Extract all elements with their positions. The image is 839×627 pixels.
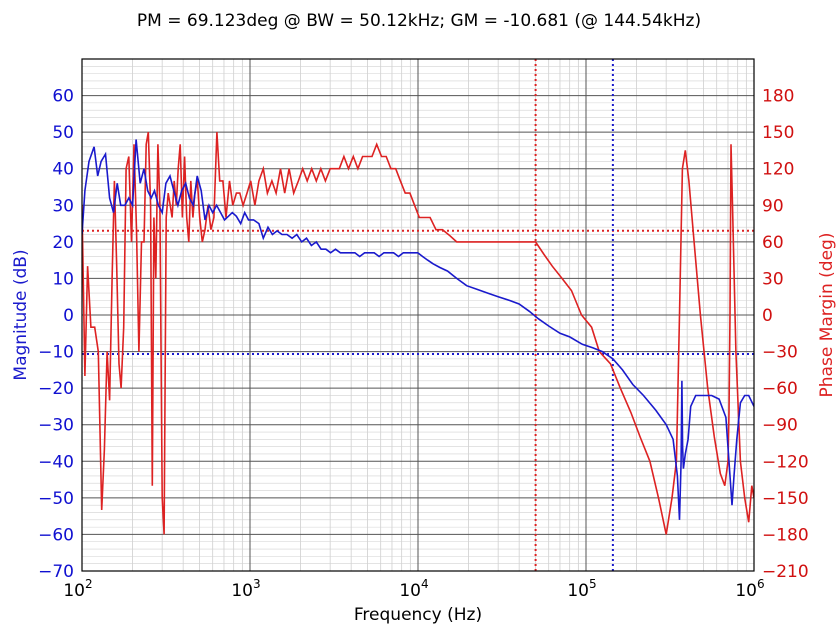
y-right-tick-label: 30	[762, 269, 784, 289]
y-right-tick-label: 90	[762, 196, 784, 216]
x-tick-label: 102	[63, 577, 92, 601]
x-tick-label: 104	[399, 577, 428, 601]
y-left-tick-label: 40	[52, 160, 74, 180]
y-axis-left-label: Magnitude (dB)	[11, 249, 31, 380]
y-right-tick-label: 60	[762, 233, 784, 253]
reference-lines	[82, 59, 754, 571]
y-right-tick-label: 150	[762, 123, 794, 143]
y-right-tick-label: −30	[762, 343, 798, 363]
y-left-tick-label: 20	[52, 233, 74, 253]
x-tick-label: 106	[735, 577, 764, 601]
y-right-tick-label: −150	[762, 489, 809, 509]
y-left-tick-label: −30	[38, 416, 74, 436]
chart-title: PM = 69.123deg @ BW = 50.12kHz; GM = -10…	[137, 11, 701, 31]
y-right-tick-label: −90	[762, 416, 798, 436]
y-left-tick-label: −50	[38, 489, 74, 509]
y-right-tick-label: −60	[762, 379, 798, 399]
y-left-tick-label: −10	[38, 343, 74, 363]
y-left-tick-label: −70	[38, 562, 74, 582]
y-left-tick-label: −40	[38, 452, 74, 472]
plot-frame	[81, 58, 755, 572]
y-left-tick-label: −60	[38, 525, 74, 545]
y-right-tick-label: 120	[762, 160, 794, 180]
y-right-tick-label: 0	[762, 306, 773, 326]
y-right-tick-label: −210	[762, 562, 809, 582]
magnitude-line	[82, 139, 754, 520]
y-right-tick-label: −180	[762, 525, 809, 545]
y-left-tick-label: 0	[63, 306, 74, 326]
axis-ticks: 60 50 40 30 20 10 0 −10 −20 −30 −40 −50 −60 −70 180 150…	[38, 87, 809, 601]
x-tick-label: 105	[567, 577, 596, 601]
y-left-tick-label: 60	[52, 87, 74, 107]
x-tick-label: 103	[231, 577, 260, 601]
y-left-tick-label: −20	[38, 379, 74, 399]
phase-margin-line	[82, 131, 754, 535]
y-left-tick-label: 50	[52, 123, 74, 143]
y-left-tick-label: 30	[52, 196, 74, 216]
y-right-tick-label: 180	[762, 87, 794, 107]
y-axis-right-label: Phase Margin (deg)	[817, 233, 837, 398]
x-axis-label: Frequency (Hz)	[354, 605, 482, 625]
y-right-tick-label: −120	[762, 452, 809, 472]
y-left-tick-label: 10	[52, 269, 74, 289]
